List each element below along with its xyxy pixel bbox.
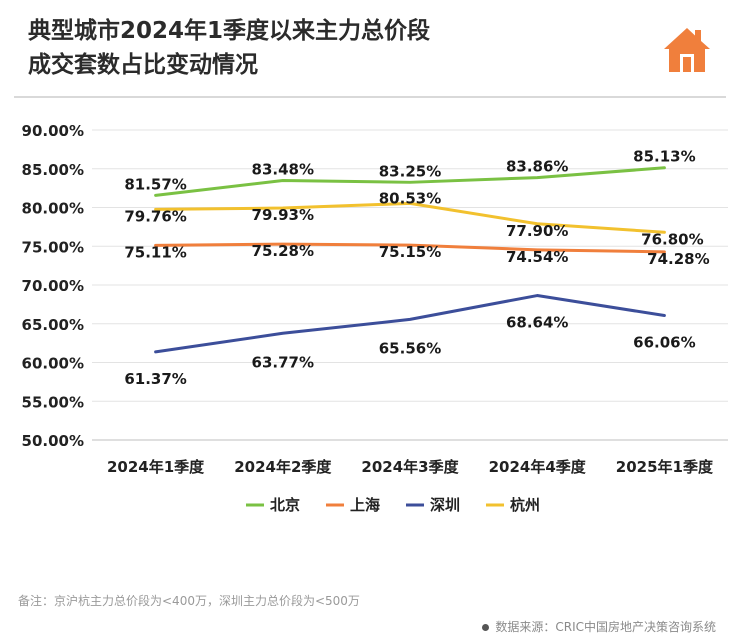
chart-title-line1: 典型城市2024年1季度以来主力总价段 bbox=[28, 18, 431, 44]
data-label: 74.28% bbox=[647, 250, 709, 268]
legend-label: 上海 bbox=[350, 496, 380, 514]
data-source: 数据来源：CRIC中国房地产决策咨询系统 bbox=[482, 618, 716, 635]
series-line-深圳 bbox=[154, 294, 666, 354]
data-label: 74.54% bbox=[506, 248, 568, 266]
y-tick-label: 60.00% bbox=[22, 355, 84, 373]
data-label: 76.80% bbox=[641, 230, 703, 248]
grid-lines bbox=[92, 129, 728, 441]
x-tick-label: 2024年4季度 bbox=[489, 458, 587, 476]
data-source-text: 数据来源：CRIC中国房地产决策咨询系统 bbox=[495, 620, 716, 634]
line-chart: 50.00% 55.00% 60.00% 65.00% 70.00% 75.00% 80.0… bbox=[22, 122, 728, 514]
y-tick-label: 65.00% bbox=[22, 316, 84, 334]
data-label: 75.15% bbox=[379, 243, 441, 261]
x-tick-label: 2024年1季度 bbox=[107, 458, 205, 476]
series-line-杭州 bbox=[154, 201, 666, 234]
data-label: 61.37% bbox=[124, 370, 186, 388]
legend: 北京 上海 深圳 杭州 bbox=[246, 496, 540, 514]
x-axis-ticks: 2024年1季度 2024年2季度 2024年3季度 2024年4季度 2025年1季度 bbox=[107, 458, 714, 476]
data-label: 85.13% bbox=[633, 148, 695, 166]
data-label: 66.06% bbox=[633, 334, 695, 352]
series-lines bbox=[154, 166, 666, 354]
x-tick-label: 2024年2季度 bbox=[234, 458, 332, 476]
legend-label: 深圳 bbox=[430, 496, 460, 514]
legend-label: 杭州 bbox=[510, 496, 540, 514]
data-label: 81.57% bbox=[124, 175, 186, 193]
data-label: 68.64% bbox=[506, 314, 568, 332]
data-label: 83.25% bbox=[379, 162, 441, 180]
y-tick-label: 75.00% bbox=[22, 238, 84, 256]
y-tick-label: 55.00% bbox=[22, 393, 84, 411]
series-line-北京 bbox=[154, 166, 666, 197]
legend-item-上海: 上海 bbox=[326, 496, 380, 514]
house-icon bbox=[664, 28, 710, 72]
x-tick-label: 2025年1季度 bbox=[616, 458, 714, 476]
title-divider bbox=[14, 96, 726, 98]
data-label: 75.11% bbox=[124, 243, 186, 261]
data-label: 79.93% bbox=[252, 206, 314, 224]
data-label: 75.28% bbox=[252, 242, 314, 260]
y-tick-label: 90.00% bbox=[22, 122, 84, 140]
legend-label: 北京 bbox=[270, 496, 300, 514]
legend-item-北京: 北京 bbox=[246, 496, 300, 514]
data-label: 65.56% bbox=[379, 339, 441, 357]
data-label: 83.48% bbox=[252, 161, 314, 179]
y-axis-ticks: 50.00% 55.00% 60.00% 65.00% 70.00% 75.00% 80.0… bbox=[22, 122, 84, 450]
series-line-上海 bbox=[154, 242, 666, 254]
data-label: 83.86% bbox=[506, 158, 568, 176]
y-tick-label: 70.00% bbox=[22, 277, 84, 295]
data-label: 79.76% bbox=[124, 207, 186, 225]
y-tick-label: 85.00% bbox=[22, 161, 84, 179]
x-tick-label: 2024年3季度 bbox=[361, 458, 459, 476]
y-tick-label: 80.00% bbox=[22, 200, 84, 218]
y-tick-label: 50.00% bbox=[22, 432, 84, 450]
data-label: 63.77% bbox=[252, 353, 314, 371]
chart-title: 典型城市2024年1季度以来主力总价段 成交套数占比变动情况 bbox=[28, 14, 430, 82]
data-label: 80.53% bbox=[379, 189, 441, 207]
data-labels: 81.57% 83.48% 83.25% 83.86% 85.13% 75.11% 75.2… bbox=[124, 148, 709, 388]
footnote: 备注：京沪杭主力总价段为<400万，深圳主力总价段为<500万 bbox=[18, 594, 360, 608]
legend-item-深圳: 深圳 bbox=[406, 496, 460, 514]
bullet-dot-icon bbox=[482, 624, 490, 631]
data-label: 77.90% bbox=[506, 222, 568, 240]
chart-title-line2: 成交套数占比变动情况 bbox=[28, 52, 258, 78]
legend-item-杭州: 杭州 bbox=[486, 496, 540, 514]
